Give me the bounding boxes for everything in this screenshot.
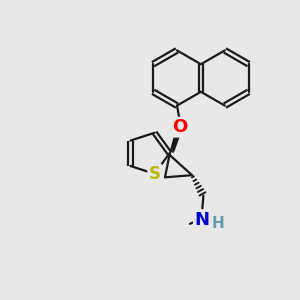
Text: H: H <box>212 216 225 231</box>
Text: N: N <box>194 211 209 229</box>
Text: O: O <box>172 118 188 136</box>
Text: S: S <box>148 165 160 183</box>
Polygon shape <box>169 126 183 155</box>
